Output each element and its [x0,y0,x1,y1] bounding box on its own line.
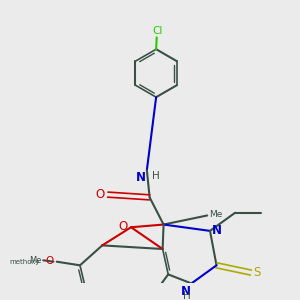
Text: O: O [118,220,128,232]
Text: N: N [135,171,146,184]
Text: Me: Me [29,256,41,265]
Text: Me: Me [209,210,223,219]
Text: N: N [181,285,191,298]
Text: H: H [152,171,160,181]
Text: S: S [254,266,261,278]
Text: Cl: Cl [152,26,163,36]
Text: methoxy: methoxy [9,259,40,265]
Text: O: O [96,188,105,201]
Text: N: N [212,224,221,237]
Text: O: O [46,256,54,266]
Text: H: H [183,291,191,300]
